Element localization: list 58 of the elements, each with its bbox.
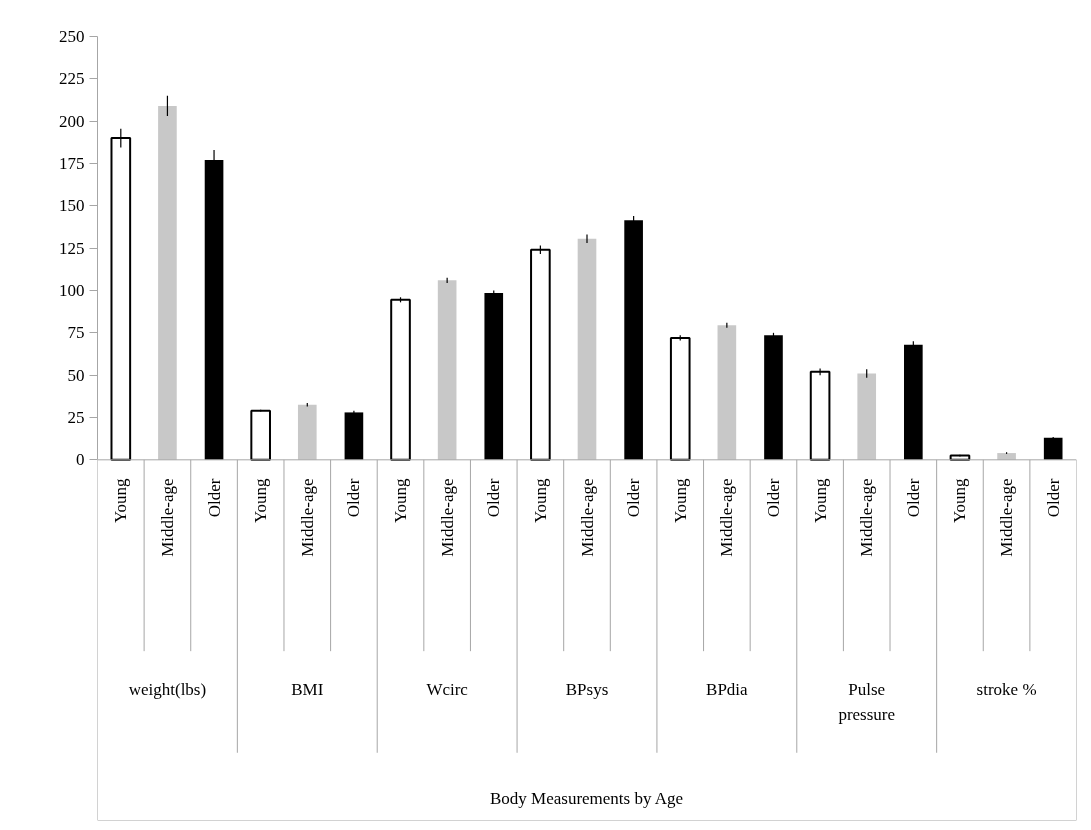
y-tick-label: 150: [59, 196, 85, 216]
x-tick-label: Older: [1043, 478, 1063, 518]
bar: [158, 105, 177, 460]
y-tick-label: 50: [67, 365, 85, 385]
x-tick-label: Middle-age: [717, 478, 737, 557]
bar: [344, 412, 364, 460]
text: weight(lbs): [128, 679, 207, 699]
bar: [624, 220, 643, 460]
bar: [669, 336, 691, 461]
y-tick-label: 250: [59, 27, 85, 46]
text: Wcirc: [426, 679, 469, 699]
x-tick-label: Older: [484, 478, 504, 518]
y-tick-label: 100: [59, 281, 85, 300]
x-tick-label: Young: [950, 478, 970, 524]
y-tick-label: 175: [59, 154, 85, 173]
text: Pulse pressure: [838, 679, 896, 724]
bar: [250, 409, 271, 461]
x-tick-label: Older: [204, 478, 224, 518]
y-tick-label: 225: [59, 69, 85, 89]
y-tick-label: 0: [76, 450, 85, 470]
text: BMI: [291, 679, 324, 699]
bar: [904, 344, 923, 460]
bar: [577, 238, 597, 460]
x-tick-label: Older: [624, 478, 644, 518]
text: Body Measurements by Age: [489, 788, 684, 808]
y-tick-label: 200: [59, 111, 85, 131]
bar: [297, 404, 317, 460]
bar: [997, 453, 1016, 460]
x-tick-label: Young: [391, 478, 411, 524]
x-tick-label: Middle-age: [997, 478, 1017, 557]
bar: [390, 298, 411, 461]
x-tick-label: Older: [344, 478, 364, 518]
x-tick-label: Older: [763, 478, 783, 518]
x-tick-label: Middle-age: [437, 478, 457, 557]
x-tick-label: Young: [530, 478, 550, 524]
x-tick-label: Young: [810, 478, 830, 524]
bar: [764, 335, 783, 460]
bar: [437, 280, 457, 460]
x-tick-label: Young: [111, 478, 131, 524]
text: BPdia: [706, 679, 749, 699]
text: BPsys: [565, 679, 609, 699]
y-tick-label: 75: [67, 323, 85, 343]
bar: [530, 248, 551, 461]
bar: [1043, 437, 1063, 460]
text: stroke %: [976, 679, 1037, 699]
bar: [809, 370, 831, 461]
y-tick-label: 125: [59, 238, 85, 258]
bar: [717, 325, 737, 460]
x-tick-label: Middle-age: [157, 478, 177, 557]
x-tick-label: Older: [903, 478, 923, 518]
x-tick-label: Middle-age: [857, 478, 877, 557]
bar: [857, 373, 877, 460]
bar: [484, 293, 504, 460]
y-tick-label: 25: [67, 407, 85, 427]
x-tick-label: Middle-age: [577, 478, 597, 557]
x-tick-label: Young: [670, 478, 690, 524]
x-tick-label: Middle-age: [297, 478, 317, 557]
x-tick-label: Young: [251, 478, 271, 524]
